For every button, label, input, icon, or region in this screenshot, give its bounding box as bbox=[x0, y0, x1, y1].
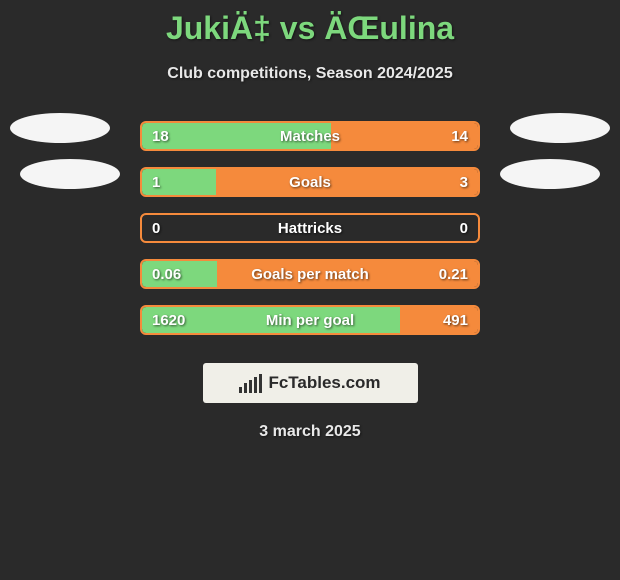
stat-label: Goals per match bbox=[251, 266, 369, 283]
stat-label: Min per goal bbox=[266, 312, 354, 329]
stat-row: 1620 491 Min per goal bbox=[0, 297, 620, 343]
value-right: 491 bbox=[443, 312, 468, 329]
value-right: 0.21 bbox=[439, 266, 468, 283]
comparison-widget: JukiÄ‡ vs ÄŒulina Club competitions, Sea… bbox=[0, 0, 620, 441]
value-left: 1620 bbox=[152, 312, 185, 329]
stat-bar: 0 0 Hattricks bbox=[140, 213, 480, 243]
fill-right bbox=[216, 169, 478, 195]
page-title: JukiÄ‡ vs ÄŒulina bbox=[0, 0, 620, 47]
value-left: 0 bbox=[152, 220, 160, 237]
stat-row: 18 14 Matches bbox=[0, 113, 620, 159]
stats-area: 18 14 Matches 1 3 Goals 0 0 Hattricks 0.06 0.21 Goa… bbox=[0, 113, 620, 343]
stat-label: Hattricks bbox=[278, 220, 342, 237]
chart-bars-icon bbox=[239, 374, 262, 393]
stat-label: Matches bbox=[280, 128, 340, 145]
brand-text: FcTables.com bbox=[268, 373, 380, 393]
brand-badge[interactable]: FcTables.com bbox=[203, 363, 418, 403]
stat-label: Goals bbox=[289, 174, 331, 191]
stat-bar: 1 3 Goals bbox=[140, 167, 480, 197]
stat-row: 0 0 Hattricks bbox=[0, 205, 620, 251]
subtitle: Club competitions, Season 2024/2025 bbox=[0, 65, 620, 83]
stat-row: 1 3 Goals bbox=[0, 159, 620, 205]
value-left: 18 bbox=[152, 128, 169, 145]
value-right: 14 bbox=[451, 128, 468, 145]
date-label: 3 march 2025 bbox=[0, 423, 620, 441]
stat-row: 0.06 0.21 Goals per match bbox=[0, 251, 620, 297]
stat-bar: 0.06 0.21 Goals per match bbox=[140, 259, 480, 289]
value-left: 1 bbox=[152, 174, 160, 191]
value-left: 0.06 bbox=[152, 266, 181, 283]
stat-bar: 18 14 Matches bbox=[140, 121, 480, 151]
value-right: 0 bbox=[460, 220, 468, 237]
value-right: 3 bbox=[460, 174, 468, 191]
stat-bar: 1620 491 Min per goal bbox=[140, 305, 480, 335]
